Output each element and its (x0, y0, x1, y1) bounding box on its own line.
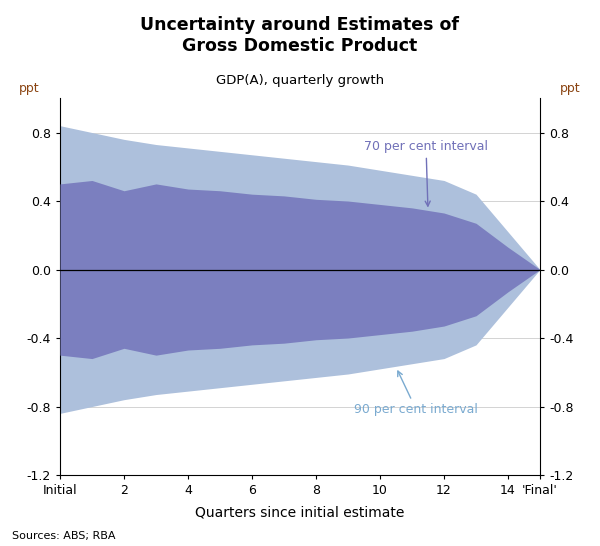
Text: GDP(A), quarterly growth: GDP(A), quarterly growth (216, 74, 384, 87)
Text: 90 per cent interval: 90 per cent interval (355, 371, 478, 417)
Text: ppt: ppt (560, 81, 581, 94)
Text: Sources: ABS; RBA: Sources: ABS; RBA (12, 531, 115, 541)
Text: 70 per cent interval: 70 per cent interval (364, 140, 488, 206)
Text: Uncertainty around Estimates of
Gross Domestic Product: Uncertainty around Estimates of Gross Do… (140, 16, 460, 55)
Text: ppt: ppt (19, 81, 40, 94)
X-axis label: Quarters since initial estimate: Quarters since initial estimate (196, 506, 404, 519)
